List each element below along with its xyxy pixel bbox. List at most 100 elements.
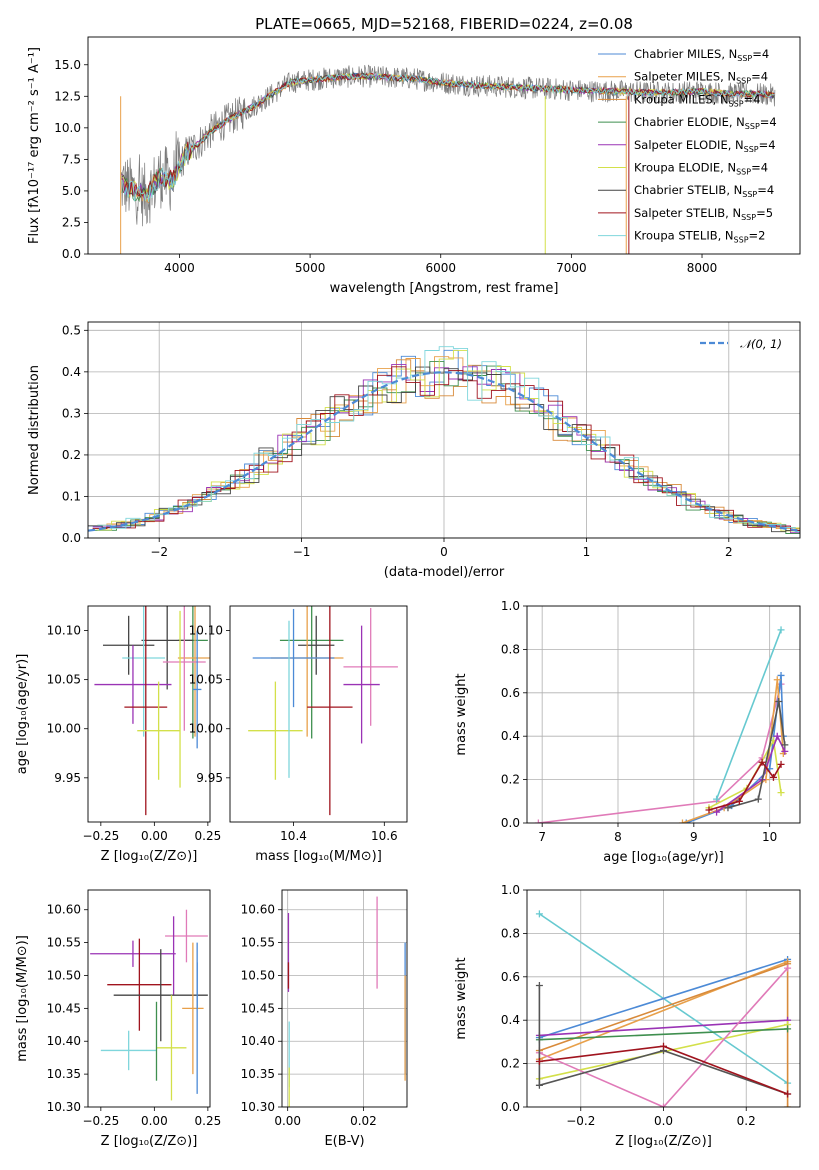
legend-entry: Kroupa MILES, NSSP=4	[634, 92, 760, 108]
x-tick-label: 7	[538, 830, 546, 844]
weight-marker	[781, 747, 789, 755]
x-tick-label: 10	[762, 830, 777, 844]
x-tick-label: 5000	[295, 261, 326, 275]
y-axis-label: Normed distribution	[27, 365, 42, 495]
y-tick-label: 0.6	[501, 970, 520, 984]
weight-marker	[758, 758, 766, 766]
x-tick-label: 1	[583, 545, 591, 559]
panel-age_vs_mass: 10.4 10.6 9.95 10.00 10.05 10.10 mass [log₁₀(M…	[189, 605, 408, 864]
spectrum-title: PLATE=0665, MJD=52168, FIBERID=0224, z=0…	[255, 15, 633, 33]
x-axis-label: Z [log₁₀(Z/Z⊙)]	[615, 1134, 712, 1149]
legend-subscript: SSP	[744, 145, 759, 154]
legend-suffix: =4	[751, 161, 768, 175]
plot-area	[90, 909, 208, 1101]
plot-area	[94, 606, 210, 816]
legend-label: Chabrier STELIB, N	[634, 183, 742, 197]
y-tick-label: 0.1	[62, 489, 81, 503]
x-tick-label: 4000	[164, 261, 195, 275]
legend-suffix: =2	[749, 229, 766, 243]
y-tick-label: 0.3	[62, 406, 81, 420]
error-point	[177, 606, 210, 737]
error-point	[124, 606, 168, 816]
y-tick-label: 0.6	[501, 686, 520, 700]
x-tick-label: 8	[614, 830, 622, 844]
y-tick-label: 10.00	[47, 722, 81, 736]
legend-entry: Chabrier STELIB, NSSP=4	[634, 183, 774, 199]
legend-subscript: SSP	[736, 77, 751, 86]
weight-marker	[784, 1025, 792, 1033]
weight-marker	[535, 981, 543, 989]
legend-subscript: SSP	[734, 236, 749, 245]
x-tick-label: −1	[293, 545, 311, 559]
weight-marker	[773, 732, 781, 740]
weight-series	[534, 680, 785, 823]
x-axis-label: age [log₁₀(age/yr)]	[603, 850, 724, 865]
error-point	[182, 942, 204, 1075]
error-point	[137, 681, 181, 780]
weight-marker	[777, 789, 785, 797]
legend-label: Kroupa MILES, N	[634, 92, 729, 106]
y-tick-label: 10.45	[241, 1001, 275, 1015]
panel-residuals: −2 −1 0 1 2 0.0 0.1 0.2 0.3 0.4 0.5 (data-model)/er…	[27, 321, 801, 580]
legend-suffix: =4	[751, 70, 768, 84]
y-tick-label: 10.0	[54, 121, 81, 135]
y-tick-label: 1.0	[501, 599, 520, 613]
x-tick-label: 0	[440, 545, 448, 559]
weight-marker	[535, 1081, 543, 1089]
legend-subscript: SSP	[745, 122, 760, 131]
residual-histogram	[97, 349, 800, 532]
weight-line	[716, 734, 786, 813]
weight-marker	[769, 773, 777, 781]
x-tick-label: 9	[690, 830, 698, 844]
legend-subscript: SSP	[736, 168, 751, 177]
legend-label: Salpeter ELODIE, N	[634, 138, 744, 152]
x-axis-label: Z [log₁₀(Z/Z⊙)]	[101, 1134, 198, 1149]
panel-mass_vs_EBV: 0.00 0.02 10.30 10.35 10.40 10.45 10.50 10.55 10…	[241, 889, 408, 1149]
legend-subscript: SSP	[742, 190, 757, 199]
error-point	[307, 606, 353, 816]
weight-marker	[784, 964, 792, 972]
y-tick-label: 0.2	[62, 448, 81, 462]
y-tick-label: 10.10	[47, 624, 81, 638]
legend-entry: Chabrier MILES, NSSP=4	[634, 47, 769, 63]
x-axis-label: Z [log₁₀(Z/Z⊙)]	[101, 849, 198, 864]
y-tick-label: 2.5	[62, 215, 81, 229]
y-tick-label: 0.8	[501, 926, 520, 940]
error-point	[343, 625, 380, 744]
error-point	[107, 938, 172, 1031]
weight-marker	[535, 1057, 543, 1065]
y-axis-label: mass weight	[454, 957, 469, 1039]
legend-suffix: =4	[760, 115, 777, 129]
weight-marker	[775, 697, 783, 705]
y-axis-label: mass weight	[454, 673, 469, 755]
residual-histogram	[97, 359, 800, 530]
y-tick-label: 10.35	[241, 1067, 275, 1081]
weight-line	[715, 629, 782, 800]
plot-area	[120, 64, 776, 254]
legend-subscript: SSP	[729, 99, 744, 108]
axes-frame	[87, 605, 211, 823]
plot-area	[527, 890, 800, 1107]
weight-line	[538, 985, 788, 1095]
legend-suffix: =4	[752, 47, 769, 61]
legend-subscript: SSP	[741, 213, 756, 222]
spectrum-model-line	[121, 72, 775, 203]
y-tick-label: 10.10	[189, 624, 223, 638]
y-tick-label: 0.0	[62, 531, 81, 545]
weight-series	[724, 697, 789, 812]
error-point	[90, 940, 176, 967]
normal-curve	[88, 371, 800, 532]
panel-spectrum: 4000 5000 6000 7000 8000 0.0 2.5 5.0 7.5 10.0 12.5…	[27, 36, 801, 296]
y-tick-label: 10.40	[241, 1034, 275, 1048]
error-point	[102, 615, 155, 675]
weight-marker	[784, 1103, 792, 1107]
weight-marker	[735, 797, 743, 805]
y-tick-label: 0.4	[501, 729, 520, 743]
residual-histogram	[97, 346, 800, 533]
x-tick-label: 7000	[556, 261, 587, 275]
weight-marker	[660, 1042, 667, 1050]
y-tick-label: 10.50	[241, 968, 275, 982]
y-tick-label: 10.00	[189, 722, 223, 736]
x-tick-label: 0.0	[654, 1114, 673, 1128]
y-tick-label: 0.4	[62, 365, 81, 379]
